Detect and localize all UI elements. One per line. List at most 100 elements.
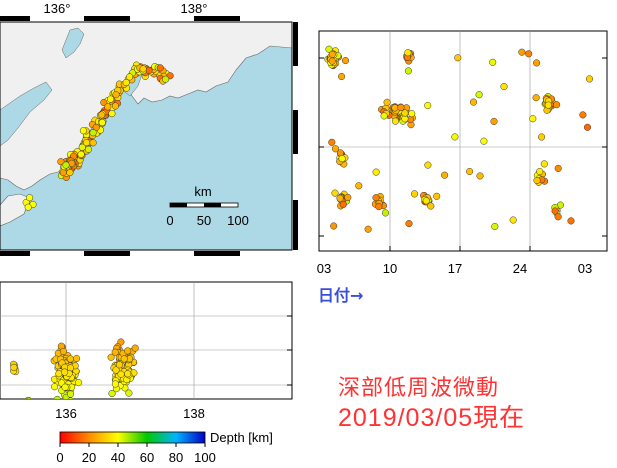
tremor-point <box>62 161 70 169</box>
time-x-tick: 17 <box>448 261 462 276</box>
tremor-point <box>538 133 546 141</box>
tremor-point <box>579 111 587 119</box>
time-grid <box>319 31 607 251</box>
map-scale-bar: km 0 50 100 <box>166 184 248 228</box>
tremor-point <box>89 129 97 137</box>
tremor-point <box>451 133 459 141</box>
tremor-point <box>554 213 562 221</box>
tremor-point <box>532 94 540 102</box>
tremor-point <box>57 158 65 166</box>
tremor-point <box>339 200 347 208</box>
tremor-point <box>112 91 120 99</box>
tremor-point <box>125 389 133 397</box>
colorbar-tick-label: 0 <box>56 450 63 465</box>
depth-grid <box>0 282 292 399</box>
time-x-tick: 10 <box>383 261 397 276</box>
tremor-point <box>66 390 75 398</box>
tremor-point <box>509 216 517 224</box>
tremor-point <box>124 370 132 378</box>
colorbar-gradient <box>59 431 206 444</box>
tremor-point <box>59 168 67 177</box>
colorbar-tick-label: 40 <box>111 450 125 465</box>
tremor-point <box>380 112 388 120</box>
tremor-point <box>391 104 399 112</box>
depth-x-tick: 138 <box>183 406 205 421</box>
caption-date: 2019/03/05現在 <box>338 404 526 432</box>
tremor-point <box>422 197 430 205</box>
tremor-point <box>476 172 484 180</box>
tremor-point <box>331 145 340 153</box>
tremor-point <box>427 202 435 210</box>
colorbar-tick-label: 100 <box>194 450 216 465</box>
tremor-point <box>77 150 85 158</box>
map-lake <box>61 27 85 59</box>
tremor-point <box>328 138 336 146</box>
tremor-point <box>375 203 383 211</box>
tremor-point <box>120 355 128 363</box>
depth-panel: 136 138 <box>0 281 293 421</box>
tremor-point <box>24 203 32 211</box>
scale-bar-tick: 100 <box>227 213 249 228</box>
tremor-point <box>82 139 91 147</box>
tremor-point <box>381 209 390 217</box>
tremor-point <box>108 110 116 118</box>
tremor-point <box>73 354 81 363</box>
map-x-tick: 136° <box>44 1 71 16</box>
tremor-point <box>75 379 83 387</box>
tremor-point <box>331 189 339 197</box>
tremor-point <box>410 190 419 198</box>
time-events <box>324 45 594 233</box>
tremor-point <box>466 167 474 176</box>
colorbar-tick-label: 80 <box>169 450 183 465</box>
scale-bar-unit: km <box>194 184 211 199</box>
tremor-point <box>433 192 441 200</box>
date-axis-label: 日付→ <box>318 286 364 305</box>
tremor-point <box>372 168 380 176</box>
tremor-point <box>585 75 594 83</box>
tremor-point <box>122 78 130 87</box>
tremor-point <box>328 57 336 65</box>
tremor-point <box>84 145 93 153</box>
map-frame-ticks <box>0 16 298 256</box>
tremor-point <box>533 59 541 67</box>
tremor-point <box>162 75 170 83</box>
tremor-point <box>408 110 416 118</box>
tremor-point <box>61 368 69 376</box>
tremor-point <box>126 73 134 81</box>
tremor-point <box>536 167 544 176</box>
tremor-point <box>397 103 405 112</box>
tremor-point <box>111 102 119 110</box>
depth-events <box>9 338 139 399</box>
map-x-tick: 138° <box>181 1 208 16</box>
tremor-point <box>156 64 164 72</box>
tremor-point <box>139 65 147 73</box>
tremor-point <box>107 353 115 361</box>
scale-bar-tick: 50 <box>197 213 211 228</box>
colorbar-label: Depth [km] <box>210 430 273 445</box>
tremor-point <box>104 103 112 111</box>
tremor-point <box>338 155 346 163</box>
time-panel: 03 10 17 24 03 <box>317 30 608 276</box>
depth-x-tick: 136 <box>55 406 77 421</box>
tremor-point <box>61 383 69 391</box>
tremor-point <box>10 363 18 371</box>
tremor-point <box>567 217 575 225</box>
tremor-point <box>372 194 380 202</box>
tremor-point <box>364 225 372 233</box>
tremor-point <box>404 49 412 57</box>
caption-title: 深部低周波微動 <box>338 375 500 400</box>
map-epicenters <box>22 61 174 211</box>
time-frame-ticks <box>319 57 607 251</box>
tremor-point <box>24 398 29 399</box>
tremor-point <box>480 137 488 145</box>
tremor-point <box>540 160 548 168</box>
time-x-tick: 24 <box>513 261 527 276</box>
tremor-point <box>475 91 483 99</box>
tremor-point <box>330 222 338 230</box>
tremor-point <box>553 101 561 109</box>
tremor-point <box>424 101 432 110</box>
tremor-point <box>336 194 344 202</box>
colorbar-tick-label: 60 <box>140 450 154 465</box>
tremor-point <box>355 182 363 190</box>
